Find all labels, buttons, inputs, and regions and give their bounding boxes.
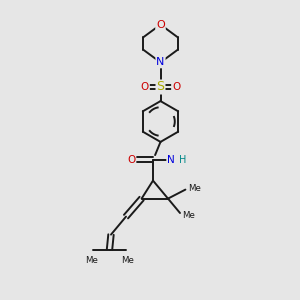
Text: N: N — [167, 154, 175, 165]
Text: Me: Me — [85, 256, 98, 265]
Text: O: O — [156, 20, 165, 30]
Text: N: N — [156, 57, 165, 68]
Text: Me: Me — [121, 256, 134, 265]
Text: H: H — [179, 154, 186, 165]
Text: O: O — [172, 82, 180, 92]
Text: O: O — [141, 82, 149, 92]
Text: S: S — [157, 80, 164, 94]
Text: Me: Me — [188, 184, 201, 193]
Text: Me: Me — [182, 211, 195, 220]
Text: O: O — [127, 154, 136, 165]
